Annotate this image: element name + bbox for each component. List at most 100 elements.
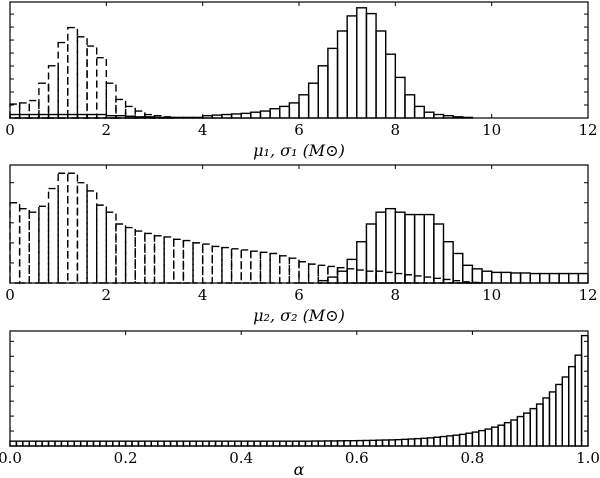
histogram-bar	[452, 434, 461, 447]
histogram-bar	[523, 412, 531, 447]
histogram-bar	[67, 440, 75, 447]
histogram-bar	[375, 30, 387, 119]
histogram-bar	[568, 365, 576, 447]
histogram-bar	[259, 440, 268, 447]
histogram-bar	[214, 440, 223, 447]
histogram-bar	[539, 272, 551, 284]
histogram-bar	[285, 440, 294, 447]
histogram-bar	[529, 272, 541, 284]
histogram-bar	[317, 264, 329, 284]
histogram-bar	[269, 252, 281, 284]
histogram-bar	[407, 438, 416, 447]
histogram-bar	[86, 45, 98, 119]
histogram-bar	[230, 113, 242, 119]
histogram-bar	[173, 238, 185, 284]
histogram-bar	[18, 102, 30, 119]
histogram-bar	[38, 82, 50, 119]
histogram-bar	[500, 271, 512, 284]
x-tick-label: 8	[391, 121, 401, 139]
histogram-bar	[115, 223, 127, 284]
histogram-bar	[201, 440, 210, 447]
histogram-bar	[343, 440, 352, 447]
x-tick-label: 12	[578, 286, 597, 304]
histogram-bar	[118, 440, 127, 447]
series-dashed	[9, 26, 175, 119]
histogram-bar	[484, 428, 493, 447]
x-tick-label: 1.0	[576, 449, 600, 467]
x-tick-label: 6	[294, 286, 304, 304]
histogram-bar	[439, 435, 448, 447]
histogram-bar	[404, 94, 416, 119]
histogram-bar	[298, 440, 307, 447]
histogram-bar	[67, 172, 79, 284]
histogram-bar	[153, 235, 165, 284]
histogram-bar	[112, 440, 120, 447]
histogram-bar	[105, 440, 114, 447]
histogram-bar	[298, 261, 310, 284]
histogram-bar	[356, 269, 368, 284]
histogram-bar	[433, 223, 445, 284]
histogram-bar	[385, 53, 397, 119]
histogram-bar	[253, 440, 262, 447]
histogram-bar	[208, 440, 217, 447]
histogram-bar	[420, 437, 429, 447]
x-tick-label: 0.0	[0, 449, 22, 467]
histogram-bar	[433, 277, 445, 284]
histogram-bar	[182, 440, 191, 447]
histogram-bar	[323, 440, 332, 447]
histogram-bar	[250, 111, 262, 119]
histogram-bar	[404, 213, 416, 284]
histogram-bar	[365, 12, 377, 119]
histogram-bar	[503, 421, 512, 447]
histogram-bar	[28, 99, 40, 119]
histogram-bar	[269, 108, 281, 119]
histogram-bar	[34, 440, 43, 447]
histogram-bar	[250, 250, 262, 284]
histogram-bar	[99, 440, 108, 447]
histogram-bar	[57, 41, 69, 119]
histogram-bar	[365, 223, 377, 284]
histogram-bar	[105, 82, 117, 119]
histogram-bar	[169, 440, 178, 447]
histogram-bar	[259, 110, 271, 119]
histogram-bar	[201, 243, 214, 284]
histogram-bar	[375, 211, 387, 284]
series-solid	[317, 207, 589, 284]
histogram-bar	[356, 439, 364, 447]
histogram-bar	[548, 391, 557, 447]
series-solid	[9, 334, 589, 447]
x-tick-label: 0.2	[114, 449, 138, 467]
histogram-bar	[279, 440, 287, 447]
histogram-bar	[182, 239, 194, 284]
histogram-bar	[288, 257, 300, 284]
histogram-bar	[558, 272, 570, 284]
histogram-bar	[221, 246, 233, 284]
histogram-bar	[195, 440, 204, 447]
histogram-bar	[259, 251, 271, 284]
histogram-bar	[327, 47, 339, 119]
histogram-bar	[105, 211, 117, 284]
histogram-bar	[60, 440, 69, 447]
histogram-bar	[413, 275, 425, 284]
histogram-bar	[346, 15, 358, 119]
histogram-bar	[18, 207, 30, 284]
histogram-bar	[368, 439, 377, 447]
x-tick-label: 10	[482, 286, 501, 304]
histogram-bar	[192, 242, 204, 284]
histogram-bar	[327, 265, 339, 284]
histogram-bar	[15, 440, 24, 447]
x-tick-label: 2	[102, 286, 112, 304]
panel-mu2-sigma2: 0 2 4 6 8 10 12	[5, 164, 598, 304]
histogram-bar	[211, 245, 223, 284]
histogram-bar	[413, 213, 425, 284]
x-tick-label: 8	[391, 286, 401, 304]
panel-alpha: 0.0 0.2 0.4 0.6 0.8 1.0	[0, 330, 600, 467]
histogram-bar	[95, 56, 108, 119]
histogram-bar	[298, 94, 310, 119]
histogram-bar	[95, 204, 108, 284]
histogram-bar	[356, 240, 368, 284]
histogram-bar	[510, 272, 522, 284]
histogram-bar	[481, 270, 493, 284]
x-tick-label: 12	[578, 121, 597, 139]
histogram-bar	[542, 397, 551, 447]
